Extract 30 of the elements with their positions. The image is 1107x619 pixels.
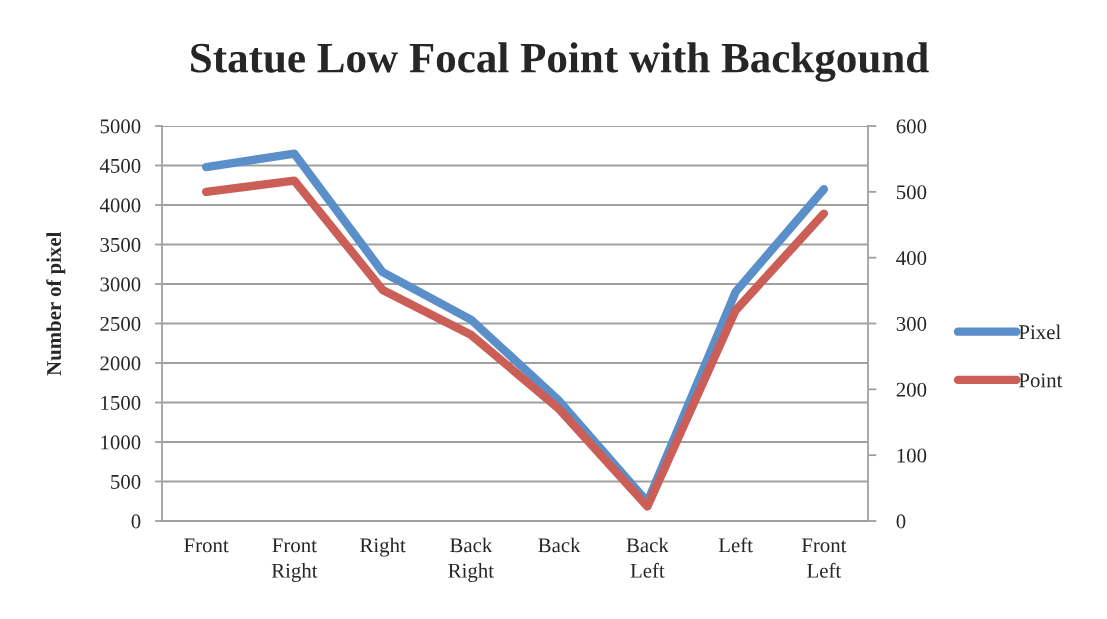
- y-tick-label: 1500: [101, 395, 141, 410]
- y-tick-label: 0: [131, 514, 141, 529]
- y2-tick-label: 300: [896, 316, 927, 331]
- y-tick-label: 1000: [101, 435, 141, 450]
- y2-tick-label: 100: [897, 448, 927, 463]
- x-tick-label: Front: [184, 538, 229, 553]
- y-tick-label: 2000: [100, 356, 141, 371]
- y2-tick-label: 500: [896, 185, 927, 200]
- y2-tick-label: 200: [896, 382, 927, 397]
- y2-tick-label: 400: [896, 251, 927, 266]
- legend-label: Pixel: [1019, 324, 1061, 340]
- chart-title: Statue Low Focal Point with Backgound: [191, 42, 929, 82]
- x-tick-label: Front Right: [271, 538, 318, 583]
- legend-label: Point: [1019, 373, 1063, 388]
- y-tick-label: 4000: [99, 198, 141, 213]
- y-tick-label: 3500: [100, 237, 141, 252]
- x-tick-label: Left: [718, 537, 753, 553]
- y2-tick-label: 600: [896, 119, 927, 134]
- y2-tick-label: 0: [896, 514, 906, 529]
- x-tick-label: Back: [538, 537, 581, 553]
- y-tick-label: 500: [111, 474, 141, 489]
- y-axis-title: Number of pixel: [46, 231, 66, 376]
- y-tick-label: 4500: [99, 158, 141, 173]
- y-tick-label: 2500: [100, 316, 141, 331]
- y-tick-label: 5000: [100, 119, 141, 134]
- x-tick-label: Right: [360, 537, 406, 557]
- y-tick-label: 3000: [100, 277, 141, 292]
- x-tick-label: Back Left: [626, 537, 669, 578]
- x-tick-label: Front Left: [801, 538, 847, 578]
- x-tick-label: Back Right: [448, 537, 494, 583]
